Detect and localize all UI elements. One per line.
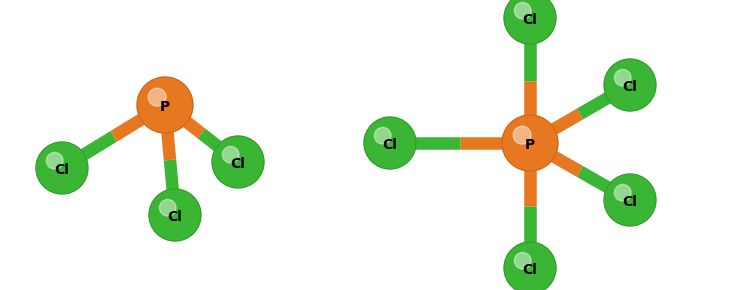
Circle shape xyxy=(374,127,391,144)
Text: P: P xyxy=(525,138,535,152)
Text: Cl: Cl xyxy=(382,138,398,152)
Circle shape xyxy=(604,174,656,226)
Circle shape xyxy=(159,200,176,216)
Circle shape xyxy=(614,69,631,86)
Circle shape xyxy=(149,189,201,241)
Circle shape xyxy=(222,146,239,163)
Text: Cl: Cl xyxy=(623,80,637,94)
Circle shape xyxy=(212,136,264,188)
Text: Cl: Cl xyxy=(523,13,537,27)
Circle shape xyxy=(515,252,531,269)
Circle shape xyxy=(46,153,63,169)
Circle shape xyxy=(515,2,531,19)
Text: Cl: Cl xyxy=(167,210,183,224)
Circle shape xyxy=(148,88,166,106)
Text: Cl: Cl xyxy=(523,263,537,277)
Circle shape xyxy=(137,77,193,133)
Circle shape xyxy=(502,115,558,171)
Circle shape xyxy=(604,59,656,111)
Circle shape xyxy=(614,184,631,201)
Text: Cl: Cl xyxy=(230,157,246,171)
Circle shape xyxy=(36,142,88,194)
Circle shape xyxy=(513,126,531,144)
Circle shape xyxy=(504,0,556,44)
Text: P: P xyxy=(160,100,170,114)
Text: Cl: Cl xyxy=(55,163,69,177)
Circle shape xyxy=(504,242,556,290)
Text: Cl: Cl xyxy=(623,195,637,209)
Circle shape xyxy=(364,117,416,169)
